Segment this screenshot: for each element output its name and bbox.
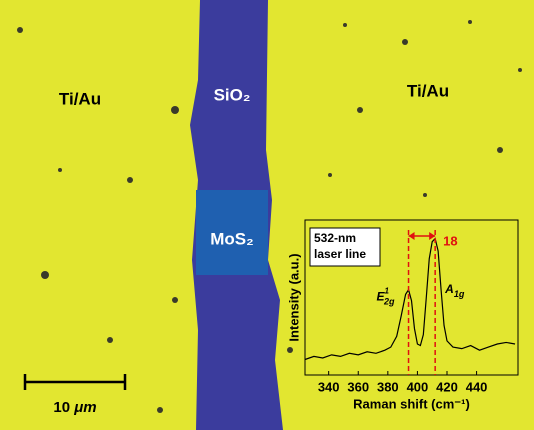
oxide-label: SiO₂ <box>214 85 251 104</box>
peak-label-sub: 1g <box>454 289 465 299</box>
peak-label-sup: 1 <box>385 287 390 296</box>
difference-label: 18 <box>443 233 457 248</box>
flake-label: MoS₂ <box>210 229 253 248</box>
scale-label: 10 μm <box>53 399 96 416</box>
electrode-label: Ti/Au <box>59 89 101 108</box>
y-axis-label: Intensity (a.u.) <box>286 253 301 341</box>
x-tick-label: 440 <box>466 379 488 394</box>
x-tick-label: 400 <box>407 379 429 394</box>
x-tick-label: 380 <box>377 379 399 394</box>
x-tick-label: 340 <box>318 379 340 394</box>
figure: Ti/Au Ti/Au SiO₂ MoS₂ 10 μm 340 360 380 400… <box>0 0 534 430</box>
electrode-label: Ti/Au <box>407 81 449 100</box>
peak-label-sub: 2g <box>383 297 395 307</box>
x-axis-label: Raman shift (cm⁻¹) <box>353 396 470 411</box>
legend-text: 532-nm <box>314 231 356 245</box>
scale-number: 10 <box>53 399 70 416</box>
legend-text: laser line <box>314 247 366 261</box>
peak-label-base: A <box>444 282 454 296</box>
scale-unit: μm <box>73 399 96 416</box>
x-tick-label: 360 <box>347 379 369 394</box>
x-tick-label: 420 <box>436 379 458 394</box>
